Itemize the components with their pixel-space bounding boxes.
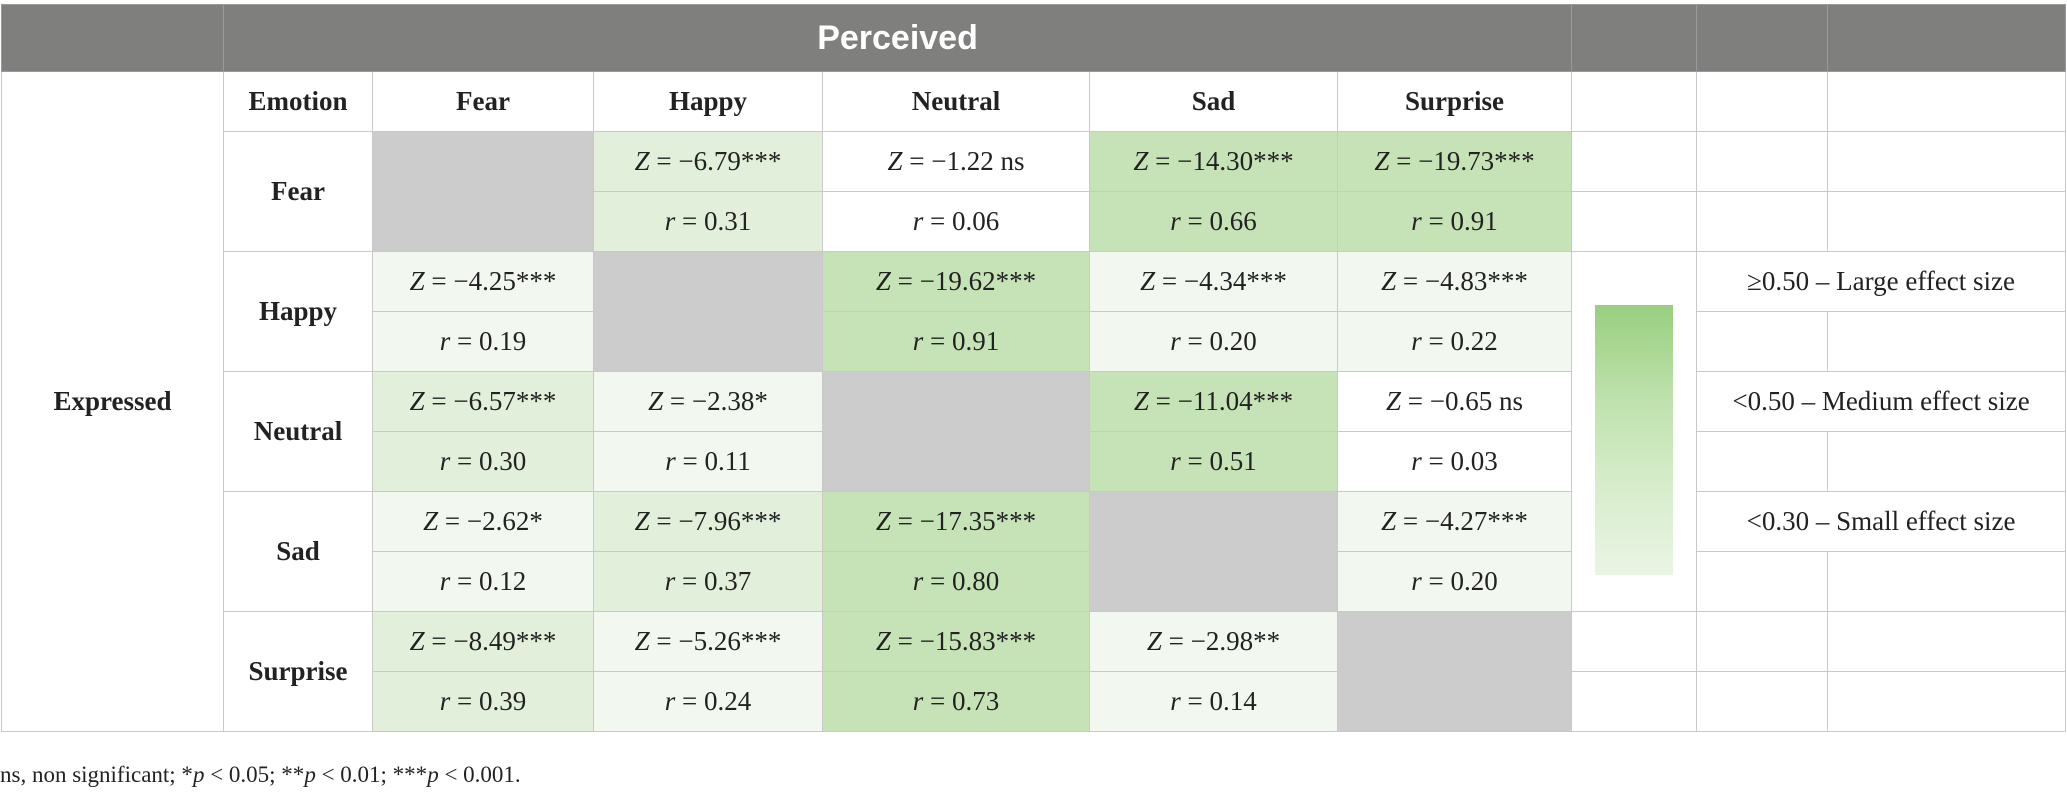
r-cell: r = 0.80 <box>822 551 1090 612</box>
legend-gradient-cell <box>1571 251 1698 612</box>
table-row: r = 0.19 r = 0.91 r = 0.20 r = 0.22 <box>2 311 2067 372</box>
z-cell: Z = −6.79*** <box>593 131 823 192</box>
z-cell: Z = −4.83*** <box>1336 251 1573 312</box>
column-header-row: Expressed Emotion Fear Happy Neutral Sad… <box>1 71 2067 732</box>
table-row: r = 0.39 r = 0.24 r = 0.73 r = 0.14 <box>2 671 2067 732</box>
effect-size-table: Perceived Expressed Emotion Fear Happy N… <box>1 4 2067 732</box>
z-cell: Z = −19.73*** <box>1336 131 1573 192</box>
diagonal-cell <box>822 371 1090 492</box>
r-cell: r = 0.22 <box>1336 311 1573 372</box>
r-cell: r = 0.20 <box>1336 551 1573 612</box>
z-cell: Z = −17.35*** <box>822 491 1090 552</box>
header-row: Perceived <box>1 4 2067 72</box>
r-cell: r = 0.39 <box>372 671 594 732</box>
column-header-sad: Sad <box>1089 71 1338 132</box>
table-row: Fear Z = −6.79*** Z = −1.22 ns Z = −14.3… <box>2 131 2067 252</box>
perceived-title: Perceived <box>222 4 1573 72</box>
table-row: Happy Z = −4.25*** Z = −19.62*** Z = −4.… <box>2 251 2067 612</box>
z-cell: Z = −2.62* <box>372 491 594 552</box>
r-cell: r = 0.03 <box>1336 431 1573 492</box>
r-cell: r = 0.19 <box>372 311 594 372</box>
z-cell: Z = −1.22 ns <box>822 131 1090 192</box>
z-cell: Z = −8.49*** <box>372 611 594 672</box>
z-cell: Z = −11.04*** <box>1089 371 1338 432</box>
table-row: r = 0.12 r = 0.37 r = 0.80 r = 0.20 <box>2 551 2067 612</box>
table-row: Surprise Z = −8.49*** Z = −5.26*** Z = −… <box>2 611 2067 732</box>
r-cell: r = 0.14 <box>1089 671 1338 732</box>
row-label-sad: Sad <box>223 491 373 612</box>
z-cell: Z = −2.98** <box>1089 611 1338 672</box>
column-header-happy: Happy <box>593 71 823 132</box>
r-cell: r = 0.37 <box>593 551 823 612</box>
legend-small: <0.30 – Small effect size <box>1696 491 2067 552</box>
row-label-surprise: Surprise <box>223 611 373 732</box>
diagonal-cell <box>1089 491 1338 612</box>
row-label-fear: Fear <box>223 131 373 252</box>
row-label-happy: Happy <box>223 251 373 372</box>
column-header-surprise: Surprise <box>1336 71 1573 132</box>
r-cell: r = 0.06 <box>822 191 1090 252</box>
table-footnote: ns, non significant; *p < 0.05; **p < 0.… <box>0 762 521 787</box>
r-cell: r = 0.91 <box>822 311 1090 372</box>
r-cell: r = 0.30 <box>372 431 594 492</box>
r-cell: r = 0.11 <box>593 431 823 492</box>
r-cell: r = 0.31 <box>593 191 823 252</box>
table-row: r = 0.30 r = 0.11 r = 0.51 r = 0.03 <box>2 431 2067 492</box>
z-cell: Z = −0.65 ns <box>1336 371 1573 432</box>
column-header-fear: Fear <box>372 71 594 132</box>
column-header-neutral: Neutral <box>822 71 1090 132</box>
diagonal-cell <box>593 251 823 372</box>
z-cell: Z = −5.26*** <box>593 611 823 672</box>
z-cell: Z = −19.62*** <box>822 251 1090 312</box>
r-cell: r = 0.91 <box>1336 191 1573 252</box>
expressed-label: Expressed <box>1 71 224 732</box>
r-cell: r = 0.66 <box>1089 191 1338 252</box>
effect-size-gradient-bar <box>1595 304 1674 575</box>
table-row: Sad Z = −2.62* Z = −7.96*** Z = −17.35**… <box>2 491 2067 612</box>
diagonal-cell <box>372 131 594 252</box>
legend-large: ≥0.50 – Large effect size <box>1696 251 2067 312</box>
z-cell: Z = −4.34*** <box>1089 251 1338 312</box>
z-cell: Z = −14.30*** <box>1089 131 1338 192</box>
z-cell: Z = −6.57*** <box>372 371 594 432</box>
z-cell: Z = −7.96*** <box>593 491 823 552</box>
z-cell: Z = −15.83*** <box>822 611 1090 672</box>
table-row: r = 0.31 r = 0.06 r = 0.66 r = 0.91 <box>2 191 2067 252</box>
row-label-neutral: Neutral <box>223 371 373 492</box>
r-cell: r = 0.20 <box>1089 311 1338 372</box>
z-cell: Z = −4.25*** <box>372 251 594 312</box>
r-cell: r = 0.24 <box>593 671 823 732</box>
r-cell: r = 0.51 <box>1089 431 1338 492</box>
r-cell: r = 0.73 <box>822 671 1090 732</box>
r-cell: r = 0.12 <box>372 551 594 612</box>
legend-medium: <0.50 – Medium effect size <box>1696 371 2067 432</box>
z-cell: Z = −4.27*** <box>1336 491 1573 552</box>
emotion-header: Emotion <box>223 71 373 132</box>
table-row: Neutral Z = −6.57*** Z = −2.38* Z = −11.… <box>2 371 2067 492</box>
z-cell: Z = −2.38* <box>593 371 823 432</box>
diagonal-cell <box>1336 611 1573 732</box>
